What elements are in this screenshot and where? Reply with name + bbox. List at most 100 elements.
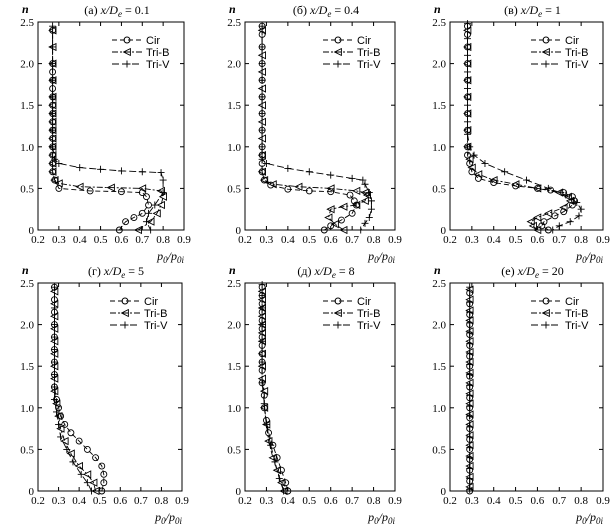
data-point-tri-v	[566, 218, 574, 226]
data-point-tri-v	[49, 143, 57, 151]
data-point-tri-b	[326, 205, 335, 214]
y-tick-label: 2.0	[432, 59, 446, 71]
x-tick-label: 0.4	[72, 495, 86, 507]
data-point-tri-v	[466, 340, 474, 348]
data-point-tri-v	[51, 155, 59, 163]
y-axis-label: n	[22, 2, 29, 16]
data-point-tri-v	[50, 283, 58, 291]
panel-title: (д) x/De = 8	[297, 264, 354, 280]
x-tick-label: 0.7	[552, 234, 566, 246]
chart-panel-6: 0.2 0.3 0.4 0.5 0.6 0.7 0.8 0.9 0 0.5 1.0 1.5 2.0 2.5…	[432, 263, 610, 526]
legend-marker-tri-b	[333, 47, 342, 57]
data-point-tri-b	[268, 453, 277, 462]
x-axis-label: p0/p0i	[154, 510, 182, 526]
data-point-tri-v	[258, 110, 266, 118]
data-point-tri-v	[463, 68, 471, 76]
legend-label-tri-v: Tri-V	[357, 59, 381, 71]
legend-label-tri-v: Tri-V	[357, 320, 381, 332]
data-point-tri-v	[49, 110, 57, 118]
data-point-cir	[138, 189, 146, 197]
data-point-tri-b	[75, 182, 84, 191]
data-point-tri-v	[481, 159, 489, 167]
legend-marker-tri-v	[123, 60, 131, 68]
y-tick-label: 1.0	[432, 403, 446, 415]
legend-label-tri-v: Tri-V	[146, 59, 170, 71]
data-point-cir	[277, 466, 285, 474]
data-point-tri-v	[466, 329, 474, 337]
data-point-tri-b	[474, 170, 483, 179]
data-point-tri-v	[87, 487, 95, 495]
chart-panel-1: 0.2 0.3 0.4 0.5 0.6 0.7 0.8 0.9 0 0.5 1.0 1.5 2.0 2.5…	[20, 2, 191, 265]
data-point-tri-b	[339, 225, 348, 235]
x-tick-label: 0.8	[574, 495, 588, 507]
data-point-cir	[83, 445, 91, 453]
data-point-tri-v	[49, 76, 57, 84]
data-point-tri-v	[138, 168, 146, 176]
series-tri-v	[463, 20, 585, 234]
data-point-tri-v	[50, 304, 58, 312]
data-point-tri-v	[262, 159, 270, 167]
x-tick-label: 0.7	[552, 495, 566, 507]
plot-frame	[37, 282, 183, 492]
x-tick-label: 0.4	[487, 495, 501, 507]
data-point-tri-b	[467, 163, 476, 172]
data-point-tri-v	[159, 176, 167, 184]
x-tick-label: 0.9	[177, 234, 191, 246]
panel-title: (б) x/De = 0.4	[293, 3, 359, 19]
data-point-tri-v	[549, 226, 557, 234]
legend-marker-tri-v	[542, 321, 550, 329]
data-point-cir	[571, 197, 579, 205]
data-point-cir	[98, 462, 106, 470]
x-tick-label: 0.7	[134, 495, 148, 507]
data-point-tri-v	[365, 214, 373, 222]
data-point-tri-v	[466, 371, 474, 379]
data-point-tri-b	[362, 190, 371, 200]
data-point-tri-b	[259, 175, 269, 185]
data-point-tri-b	[74, 461, 83, 471]
data-point-tri-v	[577, 205, 585, 213]
x-tick-label: 0.8	[367, 495, 381, 507]
data-point-tri-b	[106, 183, 115, 192]
x-tick-label: 0.9	[596, 234, 610, 246]
legend-marker-tri-b	[541, 47, 550, 57]
data-point-tri-b	[48, 167, 57, 176]
data-point-tri-v	[76, 164, 84, 172]
data-point-cir	[560, 189, 568, 197]
data-point-tri-v	[367, 197, 375, 205]
x-tick-label: 0.5	[94, 234, 108, 246]
data-point-tri-b	[133, 225, 142, 235]
data-point-tri-v	[359, 176, 367, 184]
legend-label-tri-b: Tri-B	[357, 47, 380, 59]
data-point-tri-v	[466, 475, 474, 483]
data-point-tri-v	[258, 321, 266, 329]
series-tri-v	[50, 283, 95, 495]
y-tick-label: 1.5	[432, 100, 446, 112]
data-point-tri-v	[258, 143, 266, 151]
y-tick-label: 2.0	[227, 59, 241, 71]
data-point-tri-b	[89, 478, 98, 487]
data-point-cir	[282, 479, 290, 487]
data-point-tri-b	[559, 203, 568, 212]
data-point-tri-b	[82, 470, 92, 479]
data-point-cir	[540, 218, 548, 226]
y-tick-label: 0.5	[432, 444, 446, 456]
data-point-cir	[305, 187, 313, 195]
data-point-tri-v	[463, 130, 471, 138]
data-point-tri-b	[339, 202, 348, 211]
data-point-cir	[145, 201, 152, 209]
series-line-tri-v	[261, 26, 372, 231]
data-point-tri-b	[152, 209, 161, 218]
plot-frame	[449, 282, 604, 492]
data-point-tri-v	[151, 201, 159, 209]
x-axis-label: p0/p0i	[575, 510, 603, 526]
data-point-tri-v	[50, 333, 58, 341]
legend-marker-tri-b	[120, 308, 129, 318]
y-tick-label: 1.5	[227, 100, 241, 112]
y-tick-label: 1.0	[227, 403, 241, 415]
x-tick-label: 0.2	[31, 495, 45, 507]
x-axis-label: p0/p0i	[367, 510, 395, 526]
y-tick-label: 0.5	[227, 183, 241, 195]
